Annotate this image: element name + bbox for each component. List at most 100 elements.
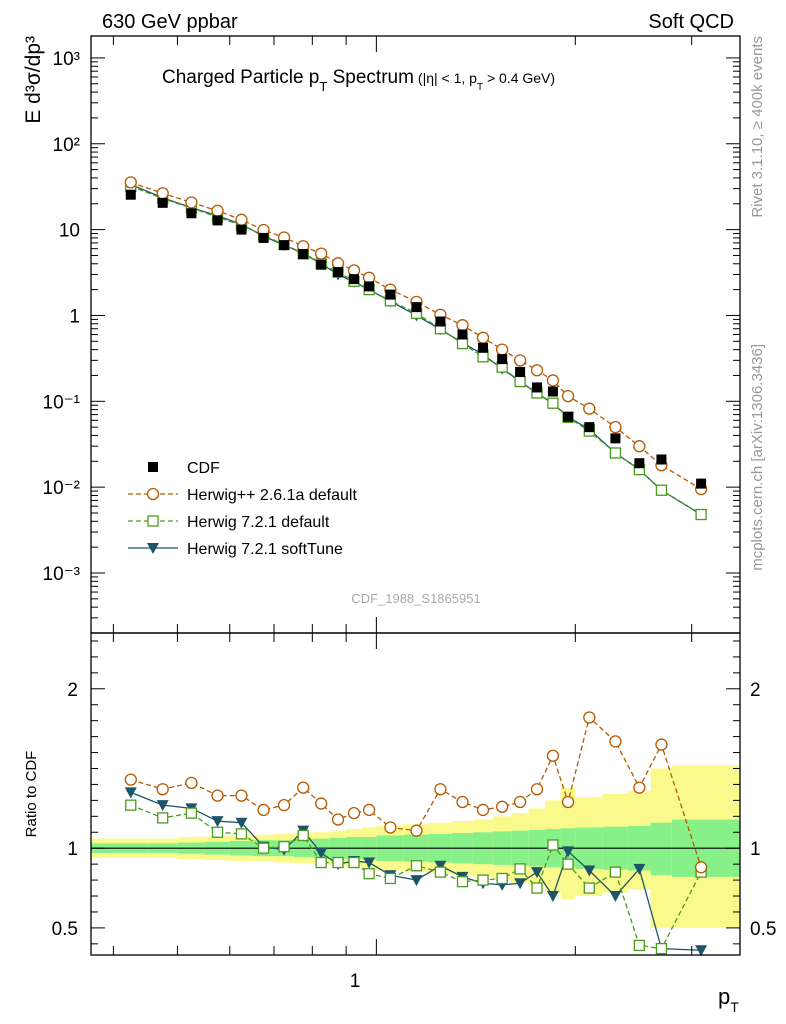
ratio-point: [363, 857, 376, 869]
data-point: [563, 411, 574, 422]
ratio-point: [562, 846, 575, 858]
ratio-point: [362, 803, 376, 817]
ratio-point: [315, 847, 328, 859]
y-tick-label: 10⁻¹: [43, 392, 81, 413]
ratio-point: [583, 711, 596, 724]
ratio-point: [278, 840, 290, 853]
ratio-point: [257, 842, 270, 854]
data-point: [531, 382, 542, 393]
data-point: [186, 208, 197, 219]
ratio-point: [410, 860, 423, 872]
ratio-point: [235, 828, 248, 840]
y-tick-label: 10⁻³: [43, 564, 81, 585]
data-point: [279, 240, 290, 251]
ratio-point: [156, 800, 169, 812]
ratio-point: [546, 891, 559, 903]
ratio-point: [331, 813, 345, 826]
y-tick-label: 10⁻²: [43, 478, 81, 499]
ratio-y-tick-label: 2: [67, 680, 78, 701]
mcplots-info: mcplots.cern.ch [arXiv:1306.3436]: [749, 344, 766, 571]
ratio-point: [546, 749, 560, 762]
ratio-point: [297, 781, 310, 794]
data-point: [696, 478, 707, 489]
ratio-point: [531, 882, 543, 894]
ratio-point: [561, 795, 575, 809]
data-point: [515, 366, 526, 377]
data-point: [156, 187, 169, 200]
data-point: [298, 248, 309, 259]
ratio-point: [277, 799, 291, 812]
data-point: [514, 375, 526, 388]
ratio-point: [633, 781, 646, 794]
ratio-point: [347, 806, 361, 820]
ratio-panel: 0.5 0.5 1 1 2 2 Ratio to CDF 1 pT: [23, 632, 776, 1015]
data-point: [610, 433, 621, 444]
data-point: [125, 189, 136, 200]
y-tick-label: 1: [69, 306, 80, 327]
data-point: [333, 267, 344, 278]
ratio-point: [235, 789, 248, 802]
ratio-point: [514, 863, 526, 875]
legend-label: Herwig++ 2.6.1a default: [187, 487, 357, 504]
ratio-point: [547, 839, 559, 851]
ratio-point: [211, 816, 224, 828]
ratio-point: [384, 872, 397, 885]
ratio-point: [476, 803, 490, 817]
legend-marker: [147, 515, 159, 527]
data-point: [435, 316, 446, 327]
series-line: [130, 181, 702, 490]
ratio-point: [410, 824, 423, 837]
data-point: [513, 354, 527, 367]
ratio-point: [157, 812, 169, 824]
ratio-point: [124, 787, 137, 799]
ratio-point: [456, 795, 469, 809]
data-point: [315, 247, 328, 260]
ratio-point: [156, 783, 169, 796]
ratio-point: [456, 876, 469, 888]
ratio-point: [124, 773, 137, 786]
data-point: [456, 337, 469, 350]
data-point: [457, 329, 468, 340]
ratio-y-axis-label: Ratio to CDF: [23, 751, 40, 838]
data-point: [476, 331, 490, 344]
spectrum-panel: 10⁻³ 10⁻² 10⁻¹ 1 10 10² 10³ Charged Particle p…: [22, 35, 741, 634]
data-point: [546, 374, 560, 387]
ratio-point: [211, 826, 224, 838]
ratio-point: [583, 882, 595, 894]
legend-label: Herwig 7.2.1 default: [187, 514, 330, 531]
ratio-y-tick-label-right: 0.5: [750, 919, 776, 940]
data-point: [364, 281, 375, 292]
ratio-y-tick-label-right: 1: [750, 839, 761, 860]
data-point: [633, 440, 646, 453]
data-point: [547, 397, 559, 409]
data-point: [211, 204, 224, 217]
data-point: [583, 402, 596, 415]
ratio-point: [609, 866, 622, 878]
data-point: [235, 213, 248, 226]
ratio-point: [513, 795, 527, 809]
ratio-point: [496, 800, 509, 813]
ratio-y-tick-label-right: 2: [750, 680, 761, 701]
rivet-info: Rivet 3.1.10, ≥ 400k events: [749, 36, 766, 218]
legend-marker: [147, 543, 159, 554]
chart-title: Charged Particle pT Spectrum (|η| < 1, pT…: [162, 67, 555, 94]
ratio-frame: [90, 632, 741, 956]
ratio-point: [185, 807, 198, 819]
ratio-point: [477, 874, 489, 886]
y-tick-label: 10³: [53, 49, 80, 70]
data-point: [212, 215, 223, 226]
ratio-point: [315, 797, 328, 810]
legend: CDF Herwig++ 2.6.1a default Herwig 7.2.1 d…: [128, 460, 357, 558]
data-point: [456, 319, 469, 332]
legend-marker: [146, 487, 160, 501]
ratio-point: [384, 821, 397, 834]
data-point: [185, 196, 198, 209]
data-point: [236, 224, 247, 235]
category-label: Soft QCD: [648, 11, 734, 33]
ratio-point: [655, 942, 668, 955]
data-point: [547, 386, 558, 397]
ratio-point: [348, 856, 360, 869]
data-point: [609, 447, 622, 459]
ratio-point: [633, 939, 646, 952]
legend-label: CDF: [187, 460, 220, 477]
